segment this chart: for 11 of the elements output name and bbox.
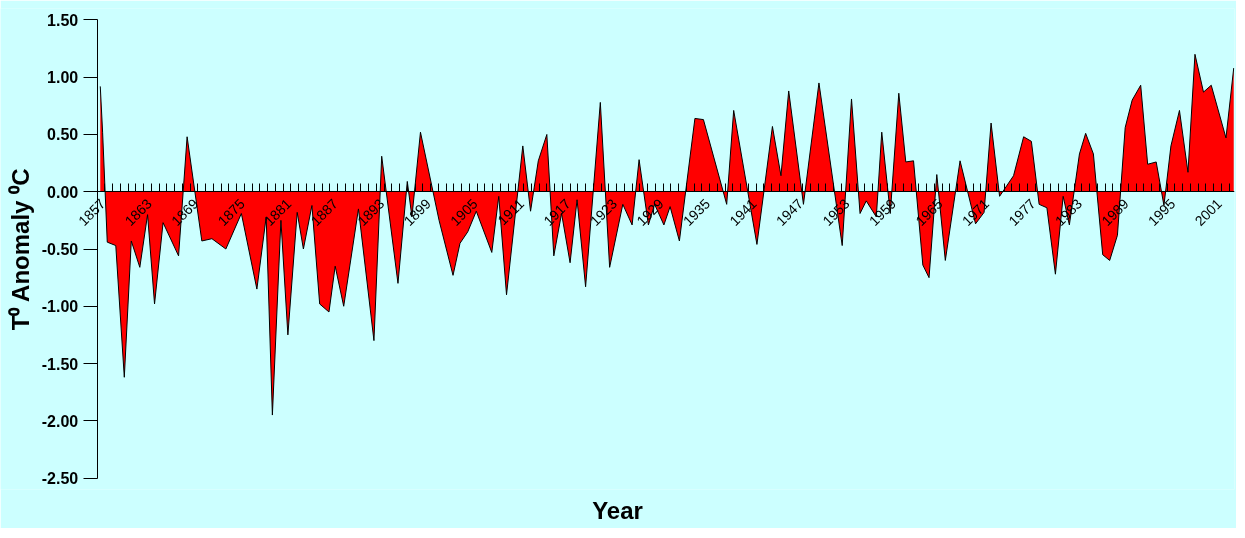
y-tick-label: 1.50 <box>47 11 79 29</box>
y-tick-label: -2.50 <box>41 470 79 488</box>
y-tick-label: 1.00 <box>47 69 79 87</box>
y-tick-label: 0.00 <box>47 183 79 201</box>
x-axis-title: Year <box>592 496 643 524</box>
y-tick-label: -2.00 <box>41 412 79 430</box>
y-tick-label: -1.00 <box>41 298 79 316</box>
y-tick-label: -1.50 <box>41 355 79 373</box>
y-axis-title: T⁰ Anomaly ⁰C <box>7 168 35 331</box>
y-tick-label: 0.50 <box>47 126 79 144</box>
y-tick-label: -0.50 <box>41 241 79 258</box>
